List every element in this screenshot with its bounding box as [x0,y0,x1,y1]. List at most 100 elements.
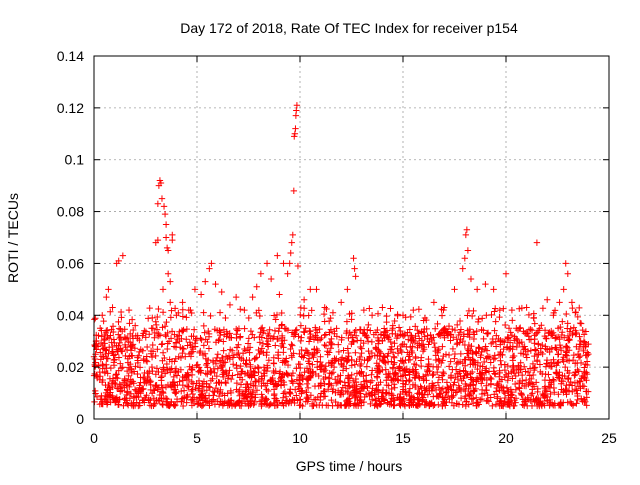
roti-point [352,394,359,402]
roti-point [372,387,380,394]
roti-point [149,314,156,322]
roti-point [208,368,215,375]
roti-point [125,306,133,314]
roti-point [487,394,494,401]
roti-point [287,249,294,257]
roti-point [418,342,426,350]
roti-point [500,402,507,410]
roti-point [550,377,558,385]
roti-point [303,365,311,372]
roti-point [566,381,573,388]
roti-point [270,381,277,388]
roti-point [358,360,365,368]
roti-point [573,387,580,394]
roti-point [98,392,105,399]
roti-point [359,383,366,391]
roti-point [436,357,443,365]
roti-point [247,363,254,371]
roti-point [388,377,396,384]
roti-point [332,398,339,406]
roti-point [582,361,589,368]
roti-point [188,387,195,395]
roti-point [300,328,307,335]
roti-point [276,325,283,332]
roti-point [227,389,235,397]
roti-point [299,373,306,381]
roti-point [415,306,423,313]
roti-point [182,353,189,360]
roti-point [199,351,207,359]
roti-point [473,327,480,335]
roti-point [501,339,508,346]
roti-point [321,332,328,339]
roti-point [162,383,170,391]
roti-point [303,375,310,382]
roti-point [300,296,308,303]
roti-point [508,332,516,339]
roti-point [160,395,168,402]
roti-point [535,341,542,348]
roti-point [119,348,126,355]
roti-point [289,231,296,239]
roti-point [278,337,285,345]
roti-point [565,374,572,382]
roti-point [539,341,546,349]
roti-point [350,389,358,396]
roti-point [205,327,212,335]
roti-point [109,323,117,330]
roti-point [172,401,179,409]
roti-point [109,383,116,391]
roti-point [204,338,211,346]
roti-point [522,351,530,358]
roti-point [134,359,142,367]
roti-point [412,323,419,330]
roti-point [153,365,161,372]
roti-point [377,350,385,357]
roti-point [192,336,199,344]
roti-point [300,305,308,312]
roti-point [366,353,373,360]
roti-point [250,382,257,389]
x-axis-label: GPS time / hours [296,458,403,474]
roti-point [401,401,408,408]
roti-point [496,306,504,314]
roti-point [124,401,132,409]
roti-point [462,402,470,410]
roti-point [414,326,421,334]
roti-point [321,304,328,311]
roti-point [108,348,116,356]
roti-point [569,388,576,395]
roti-point [430,299,438,306]
roti-point [483,382,490,389]
roti-point [532,379,540,386]
roti-point [347,331,355,339]
roti-point [186,339,194,346]
roti-point [457,326,465,333]
roti-point [223,370,230,378]
roti-point [449,393,456,401]
roti-point [246,357,253,364]
roti-point [253,354,260,361]
roti-point [388,390,395,398]
roti-point [290,331,298,338]
grid-lines [94,56,609,419]
roti-point [537,399,544,407]
roti-point [557,347,565,354]
roti-point [185,372,192,379]
roti-point [193,380,200,387]
roti-point [537,368,544,376]
roti-point [456,339,463,346]
roti-point [445,386,452,393]
roti-point [474,318,482,326]
roti-point [101,335,108,343]
roti-point [241,306,248,314]
roti-point [164,270,172,277]
roti-point [163,366,171,374]
roti-point [264,364,271,372]
roti-point [418,391,425,398]
roti-point [127,366,135,373]
roti-point [270,359,277,367]
roti-point [400,332,407,340]
roti-point [583,388,590,395]
roti-point [546,346,553,353]
